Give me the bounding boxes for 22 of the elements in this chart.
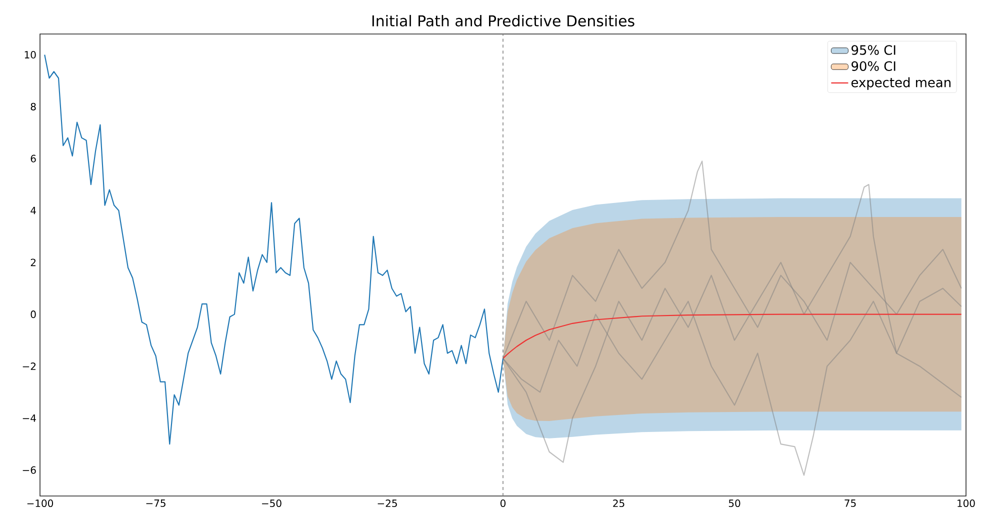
y-tick-label: 2 bbox=[30, 258, 36, 266]
x-tick-label: −25 bbox=[378, 500, 397, 508]
y-tick-label: 4 bbox=[30, 206, 36, 214]
x-tick-label: −100 bbox=[27, 500, 54, 508]
y-tick-label: 8 bbox=[30, 102, 36, 110]
chart-title: Initial Path and Predictive Densities bbox=[372, 14, 634, 27]
y-tick-label: 10 bbox=[24, 50, 36, 59]
y-tick-label: −2 bbox=[22, 362, 36, 370]
legend-label: 95% CI bbox=[852, 45, 896, 55]
x-tick-label: −50 bbox=[262, 500, 282, 508]
y-tick-label: 0 bbox=[30, 310, 36, 318]
y-tick-label: −4 bbox=[22, 414, 36, 422]
x-tick-label: 25 bbox=[613, 500, 624, 508]
x-tick-label: 100 bbox=[958, 500, 975, 508]
x-tick-label: −75 bbox=[146, 500, 166, 507]
x-tick-label: 50 bbox=[728, 500, 740, 508]
x-tick-label: 0 bbox=[500, 500, 506, 508]
y-tick-label: 6 bbox=[30, 154, 36, 162]
y-tick-label: −6 bbox=[22, 466, 36, 474]
legend-label: expected mean bbox=[851, 77, 950, 90]
legend-label: 90% CI bbox=[852, 61, 896, 71]
x-tick-label: 75 bbox=[844, 500, 856, 507]
